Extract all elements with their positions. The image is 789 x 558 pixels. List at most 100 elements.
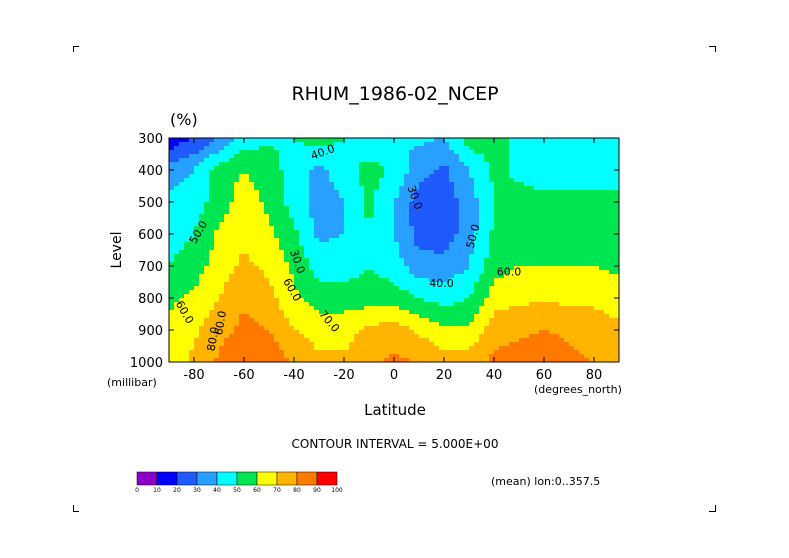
contour-cell (229, 290, 235, 295)
contour-cell (224, 290, 230, 295)
contour-cell (374, 206, 380, 211)
contour-cell (524, 302, 530, 307)
contour-cell (434, 222, 440, 227)
contour-cell (434, 298, 440, 303)
contour-cell (314, 178, 320, 183)
contour-cell (234, 350, 240, 355)
contour-cell (479, 314, 485, 319)
contour-cell (494, 302, 500, 307)
contour-cell (519, 354, 525, 359)
contour-cell (224, 322, 230, 327)
contour-cell (409, 354, 415, 359)
contour-cell (354, 238, 360, 243)
contour-cell (419, 262, 425, 267)
contour-cell (374, 234, 380, 239)
contour-cell (169, 166, 175, 171)
contour-cell (479, 210, 485, 215)
contour-cell (294, 182, 300, 187)
contour-cell (204, 326, 210, 331)
contour-cell (219, 270, 225, 275)
contour-cell (459, 274, 465, 279)
contour-cell (504, 282, 510, 287)
contour-cell (539, 302, 545, 307)
contour-cell (299, 246, 305, 251)
contour-cell (319, 306, 325, 311)
contour-cell (614, 246, 619, 251)
contour-cell (209, 326, 215, 331)
contour-cell (204, 286, 210, 291)
contour-cell (529, 350, 535, 355)
contour-cell (359, 262, 365, 267)
contour-cell (494, 346, 500, 351)
contour-cell (429, 158, 435, 163)
contour-cell (574, 342, 580, 347)
contour-cell (579, 250, 585, 255)
contour-cell (234, 322, 240, 327)
contour-cell (329, 334, 335, 339)
contour-cell (449, 142, 455, 147)
contour-cell (524, 238, 530, 243)
contour-cell (289, 346, 295, 351)
contour-cell (399, 334, 405, 339)
contour-cell (549, 262, 555, 267)
contour-cell (594, 262, 600, 267)
contour-cell (329, 270, 335, 275)
contour-cell (294, 214, 300, 219)
contour-cell (449, 178, 455, 183)
contour-cell (174, 330, 180, 335)
contour-cell (309, 242, 315, 247)
contour-cell (369, 178, 375, 183)
contour-cell (174, 358, 180, 362)
contour-cell (264, 326, 270, 331)
contour-cell (594, 278, 600, 283)
contour-cell (479, 250, 485, 255)
contour-cell (369, 298, 375, 303)
contour-cell (184, 290, 190, 295)
contour-cell (214, 154, 220, 159)
contour-cell (604, 242, 610, 247)
contour-cell (324, 286, 330, 291)
contour-cell (454, 222, 460, 227)
contour-cell (529, 218, 535, 223)
contour-cell (349, 254, 355, 259)
contour-cell (199, 138, 205, 143)
contour-cell (234, 262, 240, 267)
contour-cell (194, 206, 200, 211)
contour-cell (494, 230, 500, 235)
contour-cell (329, 314, 335, 319)
contour-cell (599, 222, 605, 227)
contour-cell (254, 250, 260, 255)
contour-cell (344, 334, 350, 339)
contour-cell (314, 298, 320, 303)
contour-cell (249, 338, 255, 343)
contour-cell (434, 138, 440, 143)
contour-cell (319, 282, 325, 287)
contour-cell (474, 190, 480, 195)
contour-cell (574, 278, 580, 283)
contour-cell (354, 306, 360, 311)
contour-cell (264, 218, 270, 223)
contour-cell (504, 158, 510, 163)
contour-cell (554, 266, 560, 271)
contour-cell (524, 274, 530, 279)
contour-cell (199, 330, 205, 335)
contour-cell (334, 302, 340, 307)
contour-cell (509, 326, 515, 331)
contour-cell (589, 206, 595, 211)
contour-cell (569, 250, 575, 255)
contour-cell (369, 314, 375, 319)
contour-cell (339, 154, 345, 159)
contour-cell (294, 306, 300, 311)
contour-cell (244, 286, 250, 291)
contour-cell (399, 302, 405, 307)
contour-cell (229, 198, 235, 203)
contour-cell (564, 202, 570, 207)
contour-cell (529, 302, 535, 307)
contour-cell (334, 158, 340, 163)
contour-cell (384, 254, 390, 259)
contour-cell (179, 194, 185, 199)
contour-cell (239, 242, 245, 247)
contour-cell (209, 158, 215, 163)
contour-cell (384, 182, 390, 187)
contour-cell (199, 234, 205, 239)
